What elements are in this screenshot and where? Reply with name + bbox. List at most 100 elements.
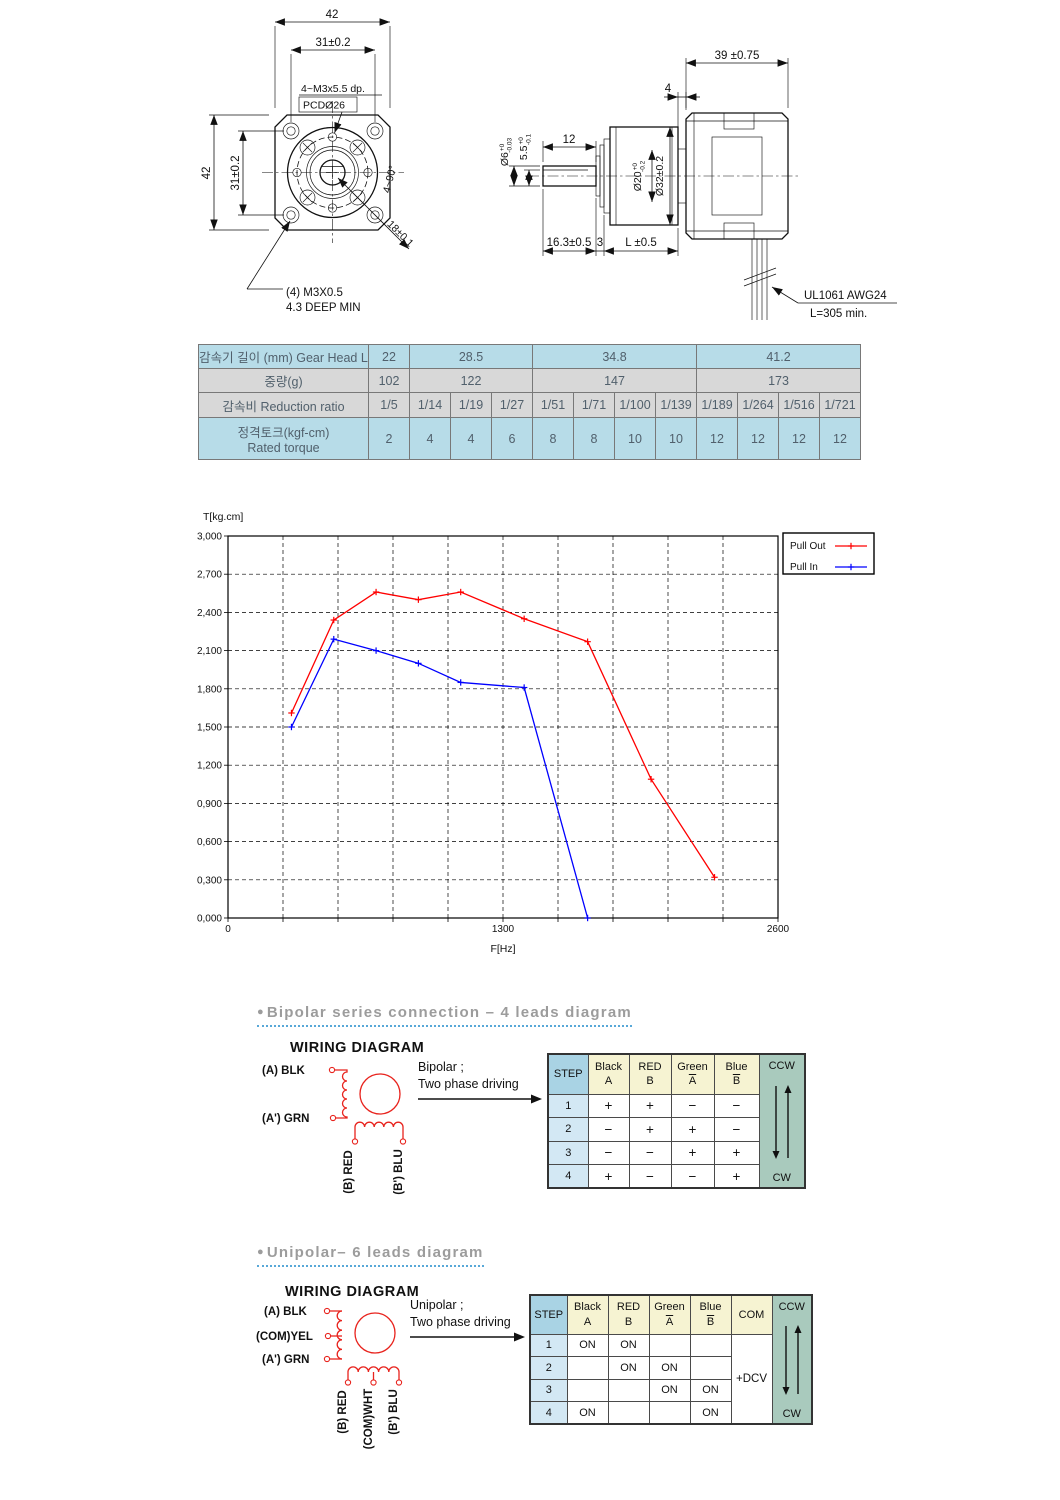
spec-cell: 1/100: [614, 392, 656, 418]
phase-state-cell: +: [587, 1093, 630, 1118]
y-tick-label: 1,500: [197, 723, 222, 734]
x-tick-label: 0: [225, 924, 231, 935]
dim-bottom: 16.3±0.5 3 L ±0.5: [542, 189, 679, 256]
dim-shaft-flat: 5.5+0-0.1: [518, 134, 540, 186]
step-table-header-row: STEP Black A RED B Green A Blue B CCW CW: [547, 1053, 806, 1189]
y-tick-label: 1,200: [197, 761, 222, 772]
spec-cell: 12: [696, 417, 738, 460]
phase-state-cell: ON: [689, 1378, 732, 1402]
phase-header-name: Blue: [699, 1301, 722, 1314]
wiring-diagram-title: WIRING DIAGRAM: [285, 1284, 419, 1300]
pcd-label: PCDØ26: [303, 100, 345, 112]
spec-row: 감속기 길이 (mm) Gear Head L 22 28.5 34.8 41.2: [198, 344, 861, 369]
dim-shaft-length: 12: [542, 134, 597, 162]
legend-label: Pull Out: [790, 541, 826, 552]
phase-header: Black A: [587, 1053, 630, 1095]
dim-label: Ø6+0-0.03: [499, 137, 514, 166]
phase-state-cell: ON: [607, 1356, 650, 1380]
dim-height-42: 42: [201, 114, 269, 231]
phase-state-cell: [689, 1333, 732, 1357]
spec-cell: 34.8: [532, 344, 697, 369]
spec-row-label: 중량(g): [198, 368, 369, 393]
y-tick-label: 1,800: [197, 684, 222, 695]
step-number: 1: [547, 1093, 589, 1118]
side-view-drawing: UL1061 AWG24 L=305 min. 39 ±0.75 4 12 Ø6…: [499, 50, 897, 320]
step-row: 1 + + − −: [547, 1093, 805, 1118]
heading-text: Unipolar– 6 leads diagram: [266, 1244, 484, 1261]
dim-pilot-dia: Ø20+0-0.2: [632, 150, 656, 202]
step-row: 4 ON ON: [529, 1401, 812, 1425]
dim-label: Ø32±0.2: [654, 156, 666, 196]
dim-body-dia: Ø32±0.2: [654, 127, 674, 225]
phase-state-cell: ON: [607, 1333, 650, 1357]
dim-label: 3: [597, 237, 603, 249]
phase-header-letter: B: [732, 1075, 741, 1088]
cw-label: CW: [782, 1407, 801, 1420]
spec-cell: 22: [368, 344, 410, 369]
y-tick-label: 2,700: [197, 570, 222, 581]
phase-state-cell: ON: [566, 1401, 609, 1425]
phase-state-cell: −: [713, 1117, 760, 1142]
spec-cell: 1/264: [737, 392, 779, 418]
unipolar-wiring-diagram: WIRING DIAGRAM (A) BLK (COM)YEL (A') GRN…: [256, 1284, 525, 1449]
spec-cell: 12: [737, 417, 779, 460]
lead-label-b2: (B') BLU: [388, 1389, 400, 1435]
y-tick-label: 2,100: [197, 646, 222, 657]
lead-label-a: (A) BLK: [264, 1306, 307, 1318]
lead-label-a2: (A') GRN: [262, 1354, 309, 1366]
step-table-header-row: STEP Black A RED B Green A Blue B COM CCW CW: [529, 1294, 813, 1425]
step-number: 3: [529, 1378, 568, 1402]
phase-header-letter: B: [646, 1075, 654, 1088]
dim-label: L ±0.5: [625, 237, 656, 249]
right-arrow-icon: [410, 1332, 525, 1342]
y-axis-title: T[kg.cm]: [203, 511, 243, 523]
spec-cell: 4: [450, 417, 492, 460]
y-tick-label: 0,600: [197, 837, 222, 848]
spec-cell: 8: [532, 417, 574, 460]
cw-label: CW: [772, 1171, 791, 1184]
phase-state-cell: −: [670, 1164, 715, 1189]
phase-state-cell: ON: [648, 1356, 691, 1380]
tap-note: (4) M3X0.5 4.3 DEEP MIN: [246, 220, 361, 314]
step-number: 4: [547, 1164, 589, 1189]
spec-row-label: 감속기 길이 (mm) Gear Head L: [198, 344, 369, 369]
x-tick-label: 1300: [492, 924, 515, 935]
lead-label-a: (A) BLK: [262, 1065, 305, 1077]
phase-state-cell: [566, 1378, 609, 1402]
lead-wires: [743, 239, 777, 320]
dim-label: 42: [201, 167, 213, 180]
spec-cell: 12: [819, 417, 861, 460]
spec-cell: 1/51: [532, 392, 574, 418]
phase-header-name: RED: [616, 1301, 641, 1314]
phase-state-cell: ON: [566, 1333, 609, 1357]
y-tick-label: 3,000: [197, 532, 222, 543]
front-view-drawing: 42 31±0.2 42 31±0.2 4~M3x5.5 dp. PCDØ26: [201, 9, 416, 314]
spec-cell: 173: [696, 368, 861, 393]
spec-row-label: 정격토크(kgf-cm) Rated torque: [198, 417, 369, 460]
phase-state-cell: −: [713, 1093, 760, 1118]
drive-mode-label2: Two phase driving: [410, 1315, 511, 1329]
dim-width-42: 42: [274, 9, 391, 108]
phase-header-name: COM: [738, 1308, 765, 1321]
spec-cell: 1/14: [409, 392, 451, 418]
ccw-label: CCW: [778, 1300, 805, 1313]
step-number: 1: [529, 1333, 568, 1357]
series-line-pull-in: [290, 638, 589, 919]
phase-header: Black A: [566, 1294, 609, 1335]
spec-cell: 1/516: [778, 392, 820, 418]
front-circles: [286, 126, 379, 219]
spec-cell: 6: [491, 417, 533, 460]
step-row: 2− + + −: [547, 1117, 805, 1142]
bullet-icon: ●: [257, 1246, 265, 1258]
phase-header-letter: A: [604, 1075, 613, 1088]
phase-header: RED B: [628, 1053, 672, 1095]
step-row: 1 ON ON +DCV: [529, 1333, 812, 1425]
phase-header-name: Blue: [725, 1060, 748, 1073]
dim-height-31: 31±0.2: [230, 130, 284, 216]
wire-spec-label: UL1061 AWG24: [804, 290, 887, 302]
spec-row-label: 감속비 Reduction ratio: [198, 392, 369, 418]
spec-table: 감속기 길이 (mm) Gear Head L 22 28.5 34.8 41.2 중량(…: [198, 344, 861, 460]
phase-state-cell: [648, 1333, 691, 1357]
spec-cell: 12: [778, 417, 820, 460]
